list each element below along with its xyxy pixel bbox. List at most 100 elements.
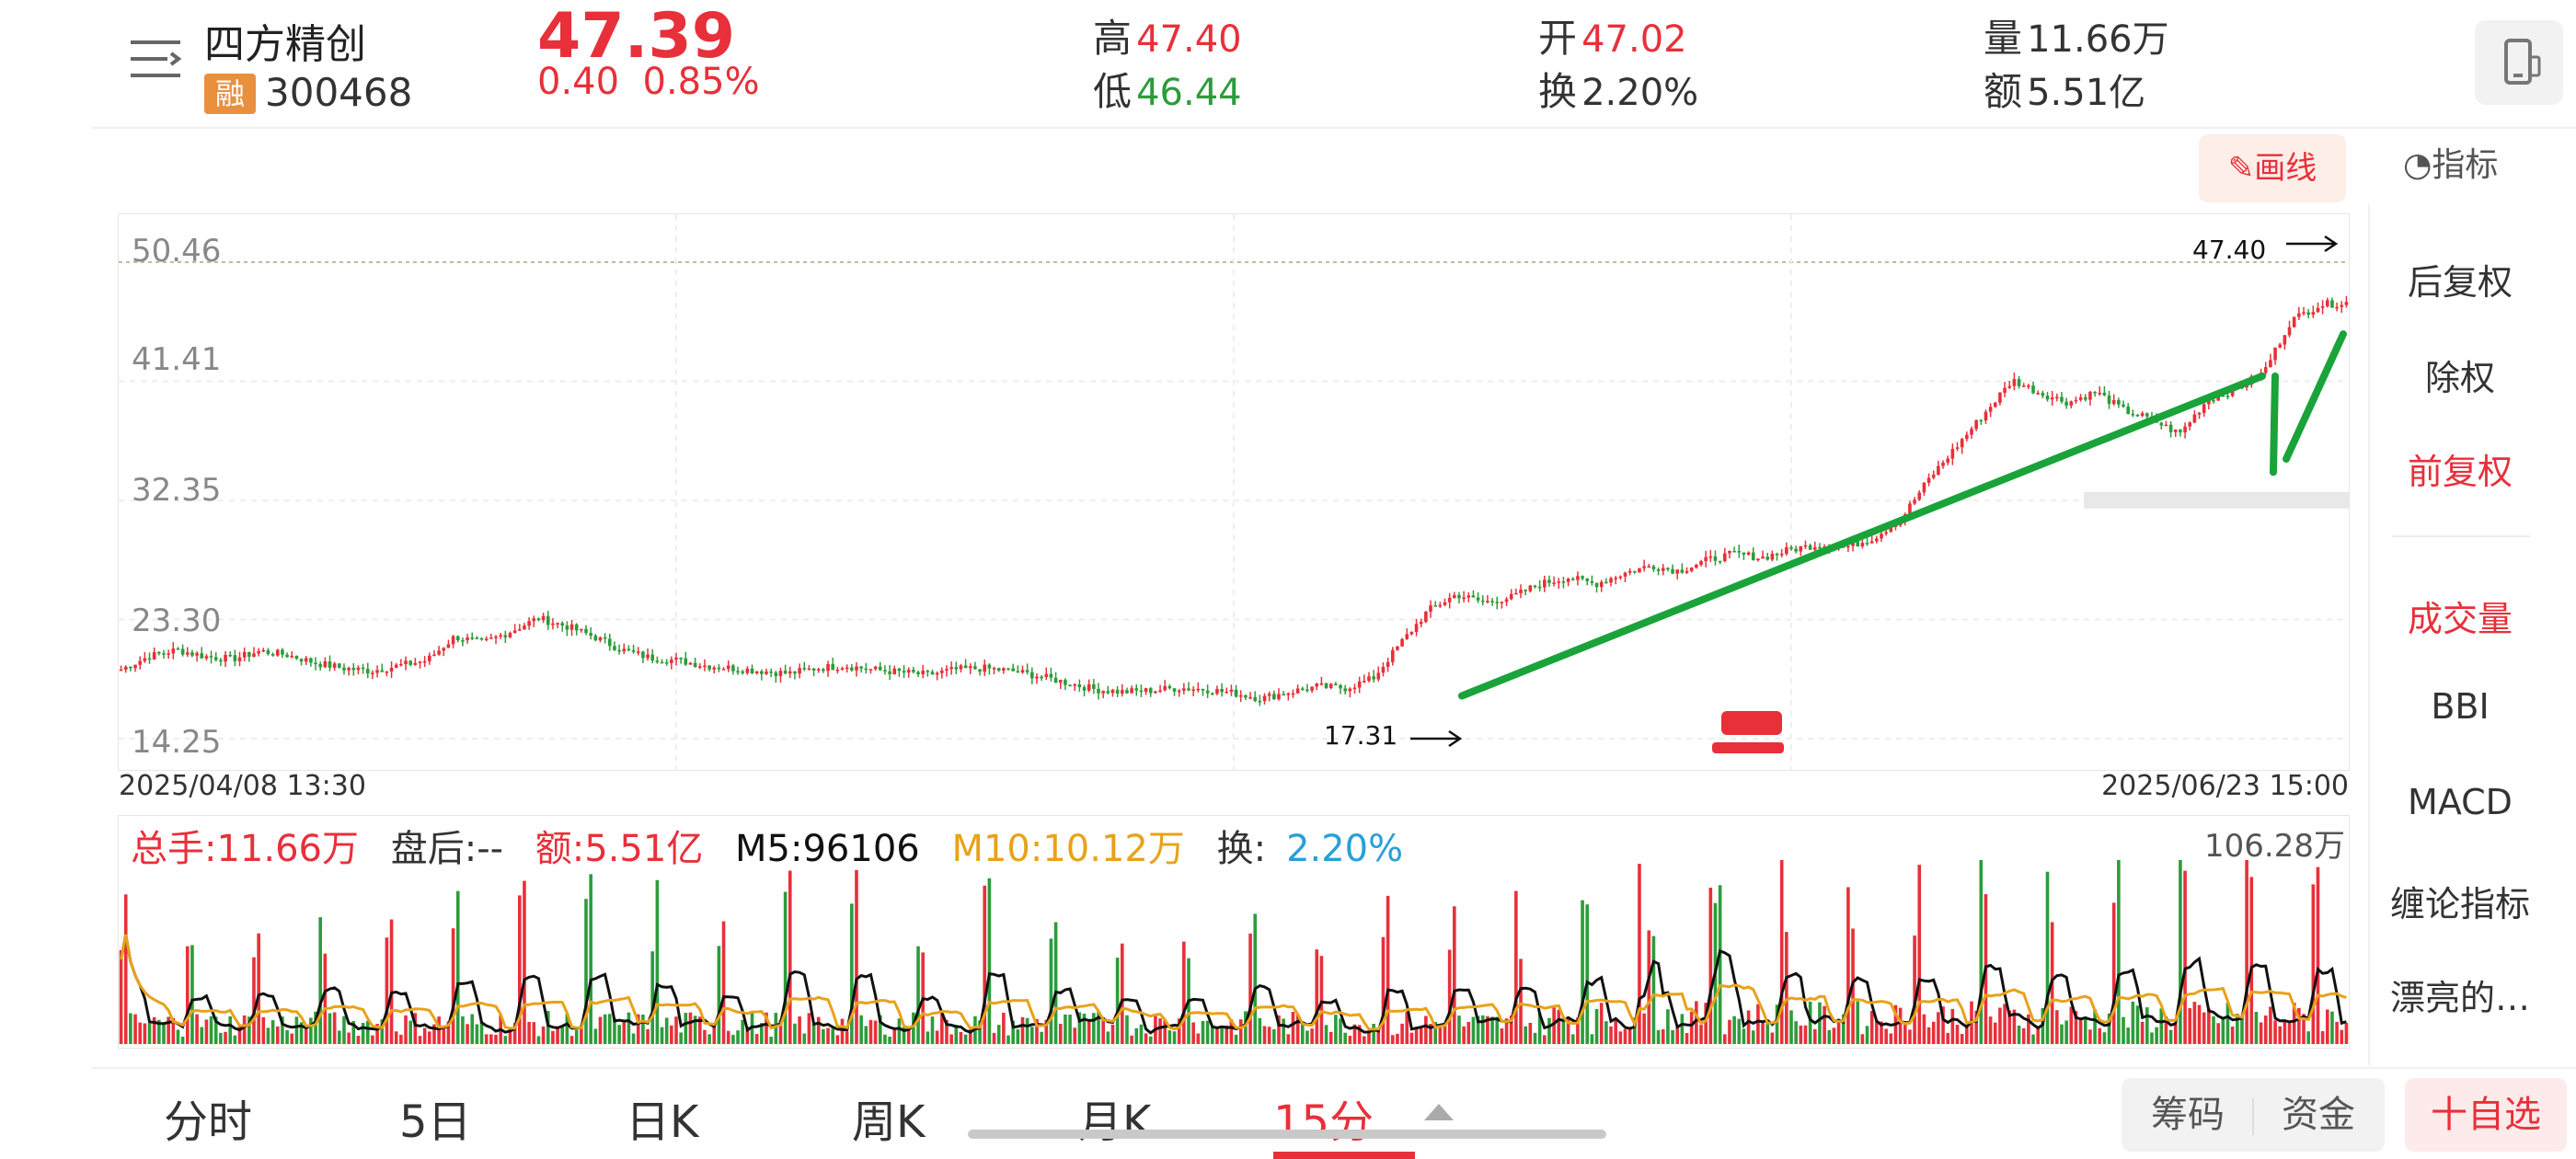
open-stat: 开 47.02 [1538,7,1687,63]
high-stat: 高 47.40 [1093,7,1242,63]
volume-bar [1305,1030,1309,1044]
tabs-scrollbar[interactable] [968,1130,1606,1139]
tab-15min[interactable]: 15分 [1273,1096,1374,1148]
draw-line-label: 画线 [2254,150,2317,187]
candle-body [1632,570,1637,573]
candle-body [143,658,147,661]
candle-body [2027,385,2030,387]
volume-bar [2183,870,2187,1044]
candle-body [1913,499,1916,504]
sidebar-item-more[interactable]: 漂亮的… [2389,978,2530,1018]
volume-bar [1139,1024,1144,1044]
candle-body [565,625,569,630]
tab-daily[interactable]: 日K [626,1096,699,1148]
candle-body [1970,429,1973,435]
volume-bar [670,1025,673,1044]
volume-bar [338,1030,341,1044]
volume-bar [1348,1036,1352,1044]
sidebar-item-back-adjust[interactable]: 后复权 [2407,262,2513,303]
period-expand-icon[interactable] [1424,1104,1454,1120]
indicator-button[interactable]: ◔指标 [2403,138,2498,186]
tab-intraday[interactable]: 分时 [164,1096,253,1148]
candle-body [1561,581,1566,583]
volume-bar [2340,1029,2344,1044]
low-value: 46.44 [1136,72,1242,114]
sidebar-item-bbi[interactable]: BBI [2431,686,2490,727]
volume-bar [252,957,256,1044]
volume-bar [954,1025,959,1044]
landscape-toggle-button[interactable] [2475,20,2563,105]
candle-body [1514,592,1518,595]
menu-icon[interactable] [127,37,184,88]
candle-body [2069,401,2074,406]
candle-body [200,653,204,659]
add-watchlist-button[interactable]: 十自选 [2405,1078,2567,1152]
volume-bar [1025,1017,1029,1044]
candle-body [470,637,475,639]
candle-body [868,669,873,671]
volume-bar [361,1022,365,1044]
sidebar-item-forward-adjust[interactable]: 前复权 [2407,452,2513,492]
candle-body [703,665,707,668]
candle-body [1803,545,1808,547]
candle-body [603,637,607,639]
candle-body [589,633,592,637]
sidebar-item-ex-rights[interactable]: 除权 [2424,358,2495,398]
sidebar-item-volume[interactable]: 成交量 [2407,599,2513,639]
candle-body [1144,688,1148,693]
high-arrow-head [2324,235,2339,253]
volume-bar [1965,1024,1969,1044]
volume-bar [793,1023,797,1044]
candle-body [607,638,612,647]
volume-bar [1585,904,1590,1044]
candle-body [664,661,669,664]
candle-body [1581,576,1584,579]
candle-body [1880,534,1883,539]
candle-body [1869,541,1874,544]
sidebar-item-chan[interactable]: 缠论指标 [2389,884,2530,924]
volume-bar [1215,1027,1219,1044]
candle-body [1917,492,1922,500]
candle-body [2135,415,2140,417]
high-label: 高 [1093,16,1133,61]
candle-body [978,669,982,672]
volume-bar [1225,1025,1229,1044]
candle-body [517,629,522,631]
volume-bar [926,1031,930,1044]
volume-bar [1092,1013,1096,1044]
candle-body [347,668,351,671]
volume-bar [1490,1016,1494,1044]
volume-bar [1466,1021,1471,1044]
kline-chart[interactable]: 50.46 41.41 32.35 23.30 14.25 2025/04/08… [118,213,2350,802]
candle-body [598,637,603,641]
volume-chart[interactable] [118,815,2350,1049]
volume-bar [754,1034,759,1044]
candle-body [1177,690,1181,693]
candle-body [670,659,673,663]
volume-bar [1106,1031,1110,1044]
volume-bar [1732,1016,1736,1044]
volume-bar [133,1014,137,1044]
volume-bar [2055,1010,2059,1044]
candle-body [2045,396,2050,400]
chips-button[interactable]: 筹码 [2151,1094,2225,1136]
tab-weekly[interactable]: 周K [852,1096,926,1148]
sidebar-item-macd[interactable]: MACD [2408,782,2513,822]
tab-monthly[interactable]: 月K [1078,1096,1152,1148]
candle-body [560,623,565,626]
candle-body [1319,683,1324,685]
candle-body [1865,543,1869,545]
candle-body [1002,668,1006,671]
candle-body [1101,691,1105,694]
candle-body [2292,316,2296,327]
volume-bar [371,1035,374,1044]
volume-bar [774,1013,778,1044]
margin-badge: 融 [204,74,256,114]
tab-5day[interactable]: 5日 [399,1096,472,1148]
volume-bar [1125,1015,1129,1044]
candle-body [1443,602,1447,605]
candle-body [1756,558,1760,561]
candle-body [1860,543,1865,547]
funds-button[interactable]: 资金 [2282,1094,2355,1136]
draw-line-button[interactable]: ✎画线 [2199,134,2346,202]
